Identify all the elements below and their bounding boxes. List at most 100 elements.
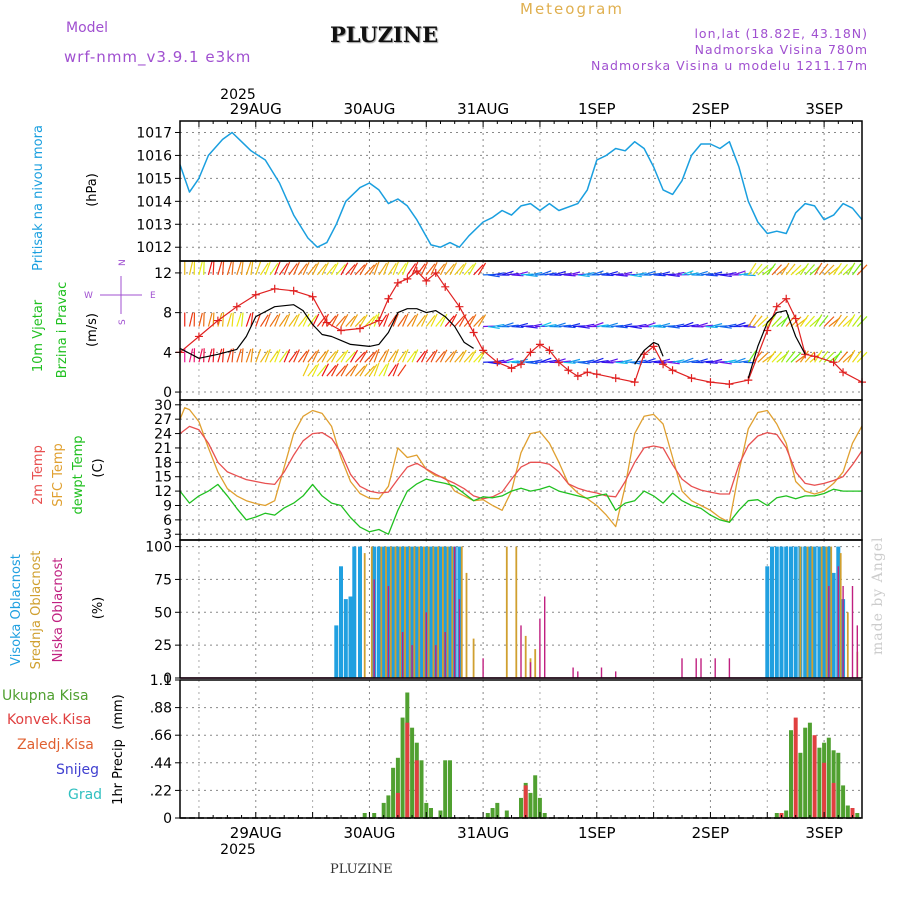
precip-total-bar (826, 737, 831, 818)
clouds-tick-label: 75 (154, 572, 172, 588)
wind-barb (444, 351, 455, 363)
wind-speed-marker (649, 342, 658, 351)
wind-speed-marker (611, 374, 620, 383)
wind-barb (321, 349, 329, 363)
wind-speed-marker (374, 316, 383, 325)
wind-barb (312, 313, 320, 327)
pressure-line (179, 131, 863, 248)
precip-total-bar (485, 813, 490, 818)
top-day-label: 30AUG (343, 100, 395, 118)
cloud-low-bar (615, 671, 617, 678)
wind-barb (747, 314, 757, 327)
wind-barb (473, 351, 484, 363)
wind-barb (681, 321, 694, 328)
precip-total-bar (784, 810, 789, 818)
top-day-label: 2SEP (692, 100, 730, 118)
wind-barb (397, 314, 407, 327)
dewpoint-line (179, 478, 862, 535)
precip-conv-bar (395, 792, 400, 818)
wind-barb (705, 274, 718, 277)
precip-total-bar (803, 727, 808, 818)
wind-barb (307, 364, 317, 377)
wind-barb (316, 315, 327, 327)
wind-barb (847, 349, 856, 363)
wind-barb (643, 322, 656, 328)
cloud-mid-bar (446, 546, 449, 678)
wind-tick-label: 0 (163, 385, 172, 401)
wind-barb (364, 264, 375, 276)
wind-barb (790, 352, 802, 363)
clouds-panel-frame (179, 539, 863, 679)
wind-barb (240, 260, 244, 275)
wind-barb (615, 274, 628, 277)
wind-barb (577, 274, 590, 278)
wind-barb (477, 349, 487, 363)
wind-barb (477, 314, 487, 327)
wind-barb (439, 262, 448, 276)
wind-barb (672, 271, 685, 276)
wind-speed-marker (517, 360, 525, 369)
precip-total-bar (391, 767, 396, 818)
precip-conv-bar (822, 762, 827, 818)
wind-barb (615, 325, 628, 329)
wind-barb (402, 261, 409, 276)
wind-barb (658, 271, 671, 276)
cloud-low-bar (454, 546, 456, 678)
model-elevation-label: Nadmorska Visina u modelu 1211.17m (591, 58, 868, 73)
wind-barb (260, 314, 269, 327)
cloud-low-bar (401, 632, 404, 678)
temp-unit: (C) (91, 458, 106, 477)
cloud-mid-bar (534, 649, 537, 678)
pressure-tick-label: 1014 (136, 194, 172, 210)
temperature-tick-label: 27 (154, 412, 172, 428)
wind-barb (696, 358, 708, 363)
wind-barb (245, 348, 252, 363)
cloud-high-bar (817, 546, 822, 678)
wind-barb (568, 358, 581, 363)
wind-speed-line (179, 270, 863, 385)
wind-barb (785, 351, 796, 363)
wind-barb (582, 323, 595, 328)
precip-conv-bar (850, 808, 855, 818)
cloud-low-bar (681, 658, 683, 678)
precip-ylabel: 1hr Precip (111, 739, 126, 805)
wind-barb (757, 352, 769, 363)
wind-barb (373, 313, 380, 327)
wind-barb (582, 359, 595, 363)
cloud-high-bar (831, 572, 836, 678)
wind-speed-marker (573, 372, 582, 381)
cloud-mid-bar (811, 546, 814, 678)
wind-barb (568, 271, 581, 276)
wind-barb (468, 262, 477, 276)
temperature-tick-label: 30 (154, 398, 172, 414)
wind-barb (406, 314, 417, 327)
wind-barb (696, 270, 708, 276)
wind-tick-label: 12 (154, 266, 172, 282)
wind-barb (359, 363, 368, 377)
cloud-mid-bar (505, 546, 508, 678)
wind-speed-marker (725, 380, 734, 389)
wind-barb (255, 313, 262, 327)
wind-barb (449, 313, 458, 327)
wind-speed-marker (469, 328, 478, 337)
wind-barb (236, 261, 242, 276)
wind-barb (733, 357, 746, 363)
cloud-mid-bar (460, 546, 463, 678)
wind-barb (425, 263, 436, 276)
wind-barb (260, 350, 269, 363)
wind-speed-marker (687, 374, 696, 383)
wind-barb (733, 270, 746, 276)
wind-barb (724, 359, 737, 363)
wind-barb (458, 349, 467, 363)
wind-speed-marker (232, 302, 241, 311)
wind-barb (681, 357, 694, 363)
wind-barb (217, 348, 223, 363)
wind-barb (804, 315, 815, 327)
wind-barb (620, 358, 633, 363)
cloud-low-bar (411, 645, 413, 678)
wind-barb (392, 362, 399, 377)
wind-barb (354, 365, 366, 377)
wind-speed-marker (422, 276, 431, 285)
wind-barb (420, 313, 429, 327)
wind-barb (501, 270, 514, 276)
